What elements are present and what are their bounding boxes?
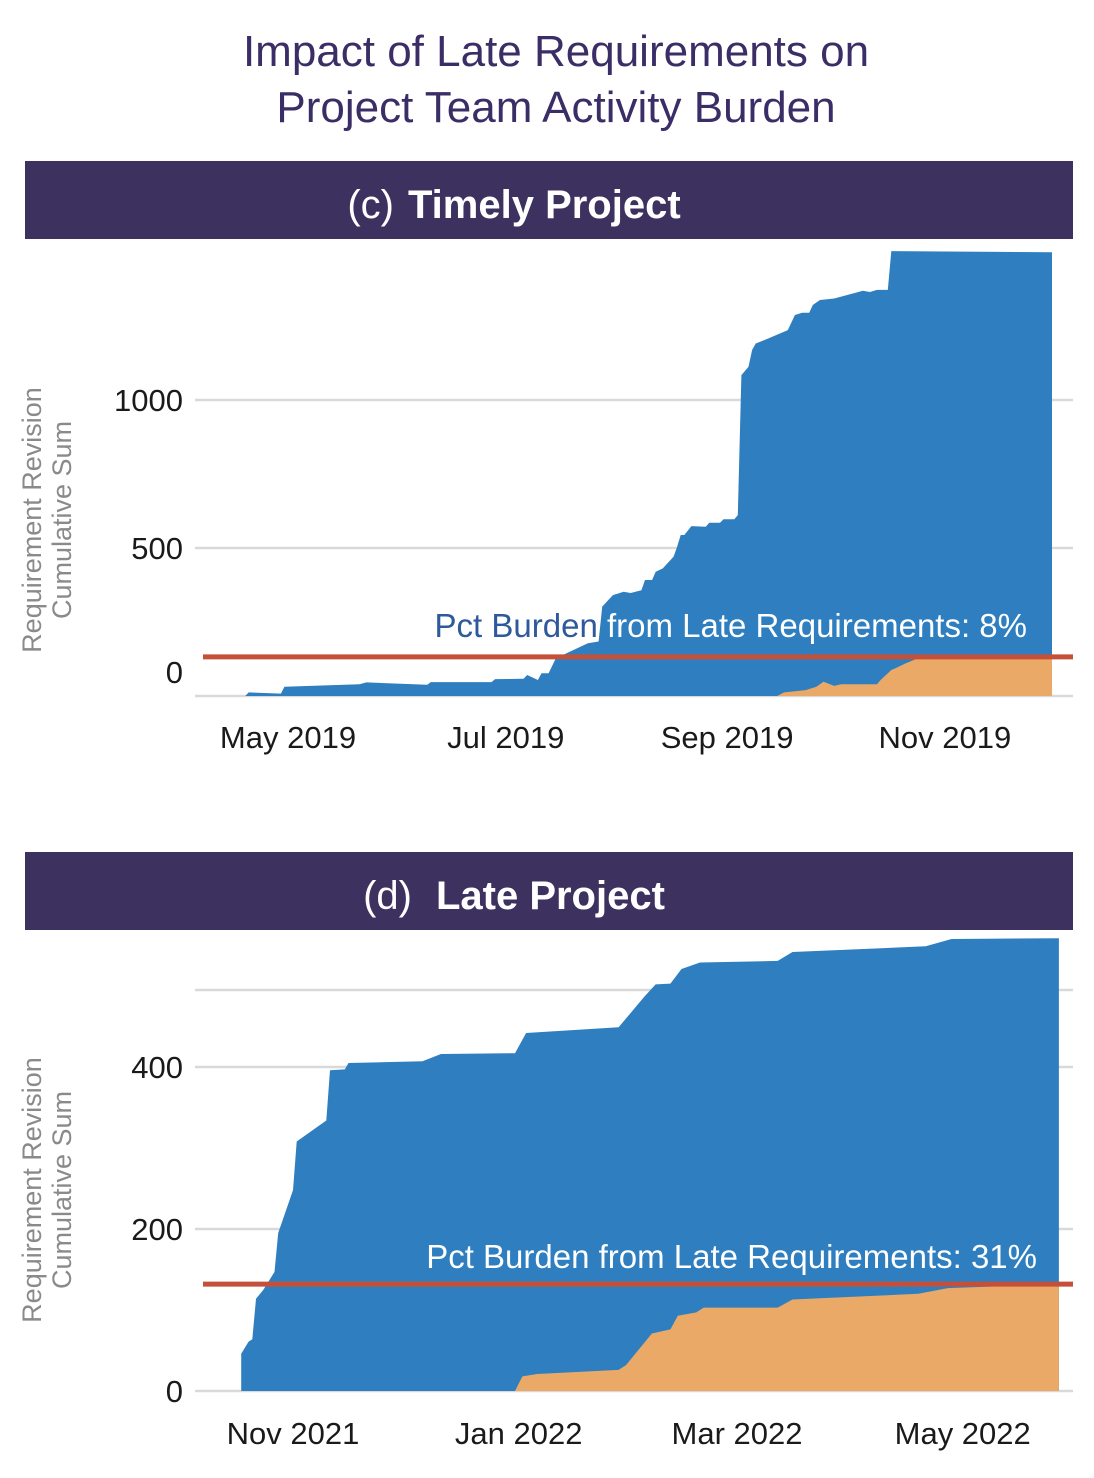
y-tick-label: 1000 — [114, 383, 183, 418]
panel-header-title: (d) Late Project — [363, 874, 665, 918]
y-axis-label: Requirement Revision Cumulative Sum — [17, 1057, 77, 1323]
y-tick-label: 200 — [131, 1212, 183, 1247]
plot-area: 0 500 1000 May 2019 Jul 2019 Sep 2019 Nov 2019… — [114, 251, 1073, 755]
x-tick-label: Mar 2022 — [672, 1416, 803, 1451]
burden-annotation: Pct Burden from Late Requirements: 8% — [435, 607, 1027, 644]
y-tick-label: 400 — [131, 1050, 183, 1085]
total-revisions-area — [245, 251, 1052, 696]
y-tick-label: 0 — [166, 655, 183, 690]
y-axis-label-line-1: Requirement Revision — [17, 1057, 47, 1323]
panel-letter: (c) — [347, 183, 394, 227]
panel-title: Late Project — [436, 874, 665, 918]
y-axis-label-line-1: Requirement Revision — [17, 387, 47, 653]
plot-area: 0 200 400 Nov 2021 Jan 2022 Mar 2022 May 2022 P… — [131, 938, 1073, 1451]
x-tick-label: May 2019 — [220, 720, 356, 755]
figure-title-line-1: Impact of Late Requirements on — [243, 27, 869, 76]
timely-project-panel: (c) Timely Project Requirement Revision C… — [17, 161, 1073, 755]
panel-header-title: (c) Timely Project — [347, 183, 680, 227]
late-requirements-area — [777, 658, 1052, 696]
x-tick-label: May 2022 — [895, 1416, 1031, 1451]
figure-title-line-2: Project Team Activity Burden — [276, 83, 835, 132]
y-tick-label: 0 — [166, 1374, 183, 1409]
y-axis-label: Requirement Revision Cumulative Sum — [17, 387, 77, 653]
x-tick-label: Nov 2019 — [879, 720, 1012, 755]
late-requirements-area — [515, 1284, 1059, 1391]
panel-header-bar — [25, 852, 1073, 930]
x-tick-label: Nov 2021 — [227, 1416, 360, 1451]
panel-title: Timely Project — [408, 183, 681, 227]
x-tick-label: Jul 2019 — [447, 720, 564, 755]
y-tick-label: 500 — [131, 531, 183, 566]
panel-letter: (d) — [363, 874, 412, 918]
x-tick-label: Jan 2022 — [455, 1416, 583, 1451]
late-project-panel: (d) Late Project Requirement Revision Cum… — [17, 852, 1073, 1451]
y-axis-label-line-2: Cumulative Sum — [47, 1091, 77, 1289]
x-tick-label: Sep 2019 — [661, 720, 794, 755]
y-axis-label-line-2: Cumulative Sum — [47, 421, 77, 619]
burden-annotation: Pct Burden from Late Requirements: 31% — [426, 1238, 1037, 1275]
panel-header-bar — [25, 161, 1073, 239]
total-revisions-area — [241, 938, 1059, 1391]
